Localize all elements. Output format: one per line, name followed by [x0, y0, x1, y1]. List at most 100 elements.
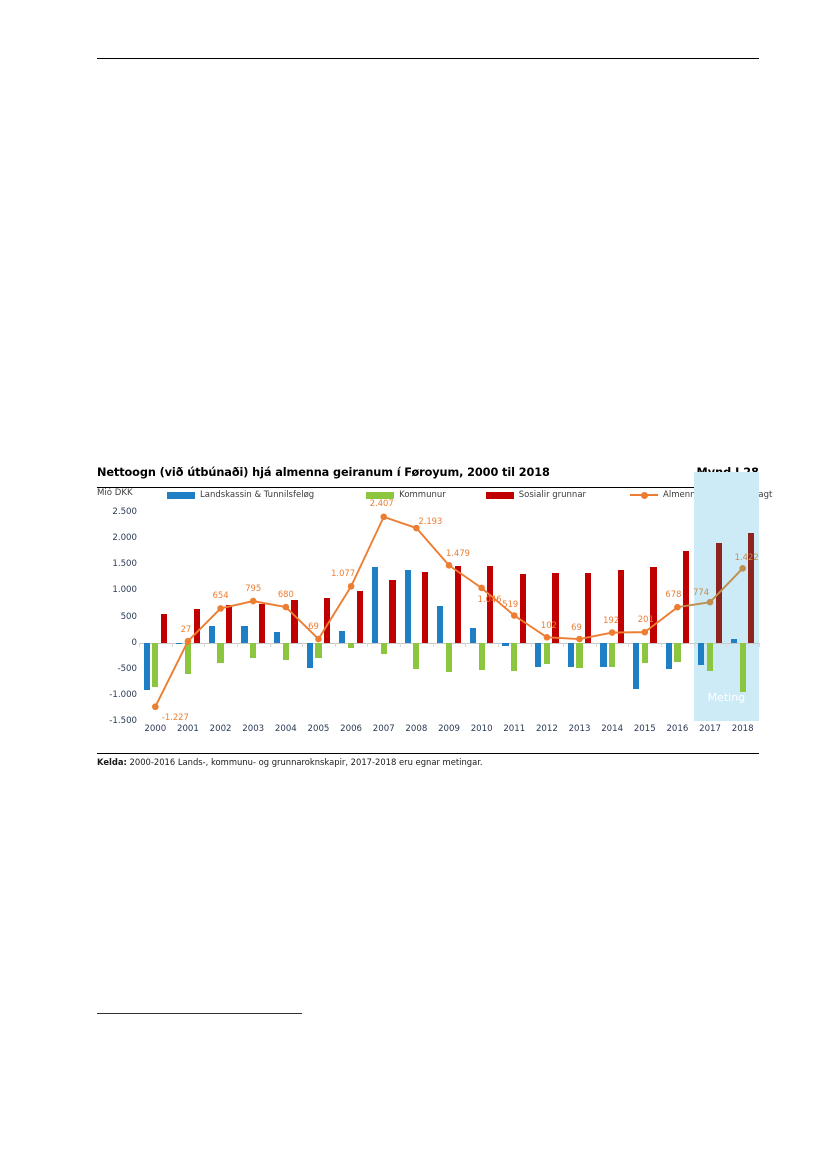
source-label: Kelda: — [97, 757, 127, 767]
legend-item-2[interactable]: Kommunur — [366, 488, 446, 502]
line-value-label-2006: 1.077 — [331, 568, 356, 579]
x-axis-label-2002: 2002 — [209, 724, 232, 734]
bar-2008 — [421, 572, 429, 643]
x-axis-tick — [334, 642, 336, 647]
bar-2002 — [217, 642, 224, 663]
bar-2010 — [487, 566, 494, 643]
bar-2016 — [665, 642, 672, 669]
legend-item-1[interactable]: Landskassin & Tunnilsfeløg — [167, 488, 314, 502]
line-value-label-2016: 678 — [665, 589, 682, 600]
line-marker-2012 — [543, 633, 551, 641]
line-marker-2004 — [282, 603, 290, 611]
bar-2001 — [193, 609, 200, 643]
line-series — [152, 513, 746, 711]
x-axis-label-2015: 2015 — [633, 724, 656, 734]
bar-2015 — [641, 642, 648, 663]
x-axis-label-2013: 2013 — [568, 724, 591, 734]
x-axis-tick — [269, 642, 271, 647]
figure-block: Nettoogn (við útbúnaði) hjá almenna geir… — [97, 466, 772, 771]
source-text: 2000-2016 Lands-, kommunu- og grunnarokn… — [126, 757, 483, 767]
legend-item-3[interactable]: Sosialir grunnar — [485, 488, 587, 502]
line-marker-2000 — [152, 703, 159, 711]
bar-2014 — [609, 642, 616, 668]
bar-2010 — [478, 642, 485, 670]
x-axis-label-2007: 2007 — [372, 724, 395, 734]
x-axis-tick — [432, 642, 434, 647]
y-axis-tick-label: 2.000 — [112, 533, 137, 544]
line-value-label-2003: 795 — [245, 583, 262, 594]
x-axis-tick — [171, 642, 173, 647]
x-axis-label-2018: 2018 — [731, 724, 754, 734]
line-value-label-2004: 680 — [277, 589, 294, 600]
line-marker-2016 — [674, 603, 681, 611]
page-footnote-rule — [97, 1013, 302, 1014]
line-marker-2011 — [510, 612, 518, 619]
bar-2017 — [706, 642, 714, 672]
bar-2003 — [258, 603, 265, 643]
bar-2007 — [380, 642, 387, 654]
y-axis-tick-label: -1.000 — [109, 689, 137, 700]
line-marker-2014 — [608, 629, 616, 636]
bar-2006 — [356, 591, 363, 643]
bar-2018 — [748, 532, 755, 643]
line-marker-2010 — [478, 584, 485, 592]
y-axis-tick-label: -500 — [117, 663, 137, 674]
x-axis-label-2010: 2010 — [470, 724, 493, 734]
legend-swatch-icon — [167, 491, 195, 499]
bar-2001 — [184, 642, 192, 675]
legend-line-marker-icon — [630, 488, 659, 502]
estimate-band — [693, 472, 759, 721]
y-axis-unit-label: Mió DKK — [97, 488, 133, 498]
legend-swatch-icon — [366, 491, 395, 499]
line-path — [154, 515, 678, 708]
bar-2017 — [698, 642, 705, 666]
bar-2012 — [552, 573, 559, 643]
line-value-label-2018: 1.422 — [734, 552, 759, 563]
x-axis-label-2004: 2004 — [274, 724, 297, 734]
legend-label: Sosialir grunnar — [518, 490, 587, 500]
line-value-label-2014: 192 — [603, 614, 620, 625]
x-axis-label-2006: 2006 — [340, 724, 363, 734]
line-value-label-2000: -1.227 — [161, 711, 189, 722]
x-axis-tick — [204, 642, 206, 647]
bar-2005 — [315, 642, 322, 658]
bar-2012 — [535, 642, 542, 667]
x-axis-label-2012: 2012 — [535, 724, 558, 734]
bar-2008 — [413, 642, 420, 670]
line-value-label-2002: 654 — [212, 590, 229, 601]
x-axis-labels: 2000 2001 2002 2003 2004 2005 2006 2007 2008 2009… — [139, 722, 759, 738]
bar-2014 — [617, 569, 624, 643]
line-marker-2005 — [315, 635, 322, 643]
bar-2005 — [324, 597, 331, 643]
bar-2013 — [576, 642, 583, 669]
line-value-label-2012: 102 — [540, 620, 557, 631]
line-value-label-2009: 1.479 — [446, 548, 470, 559]
x-axis-tick — [530, 642, 532, 647]
x-axis-label-2009: 2009 — [438, 724, 460, 734]
legend-swatch-icon — [485, 491, 514, 499]
bar-2007 — [371, 566, 379, 643]
x-axis-tick — [236, 642, 238, 647]
line-value-label-2005: 69 — [308, 621, 319, 632]
x-axis-tick — [759, 642, 760, 647]
line-marker-2015 — [641, 628, 649, 636]
bar-2002 — [226, 604, 233, 643]
line-value-label-2013: 69 — [571, 622, 582, 633]
x-axis-label-2003: 2003 — [242, 724, 265, 734]
bar-2016 — [683, 551, 690, 643]
x-axis-tick — [628, 642, 630, 647]
y-axis-tick-label: -1.500 — [109, 716, 137, 726]
line-marker-2002 — [217, 605, 224, 612]
x-axis-tick — [726, 642, 728, 647]
page-top-rule — [97, 58, 759, 59]
y-axis-labels: -1.500 -1.000 -500 0 500 1.000 1.500 2.000 2.500 — [97, 506, 137, 726]
bar-2018 — [739, 642, 746, 693]
x-axis-tick — [595, 642, 597, 647]
bar-2004 — [282, 642, 289, 660]
legend-label: Kommunur — [399, 490, 446, 500]
bar-2000 — [143, 642, 150, 690]
x-axis-tick — [497, 642, 499, 647]
line-marker-2018 — [739, 565, 746, 572]
bar-2003 — [241, 625, 248, 643]
x-axis-label-2001: 2001 — [177, 724, 199, 734]
